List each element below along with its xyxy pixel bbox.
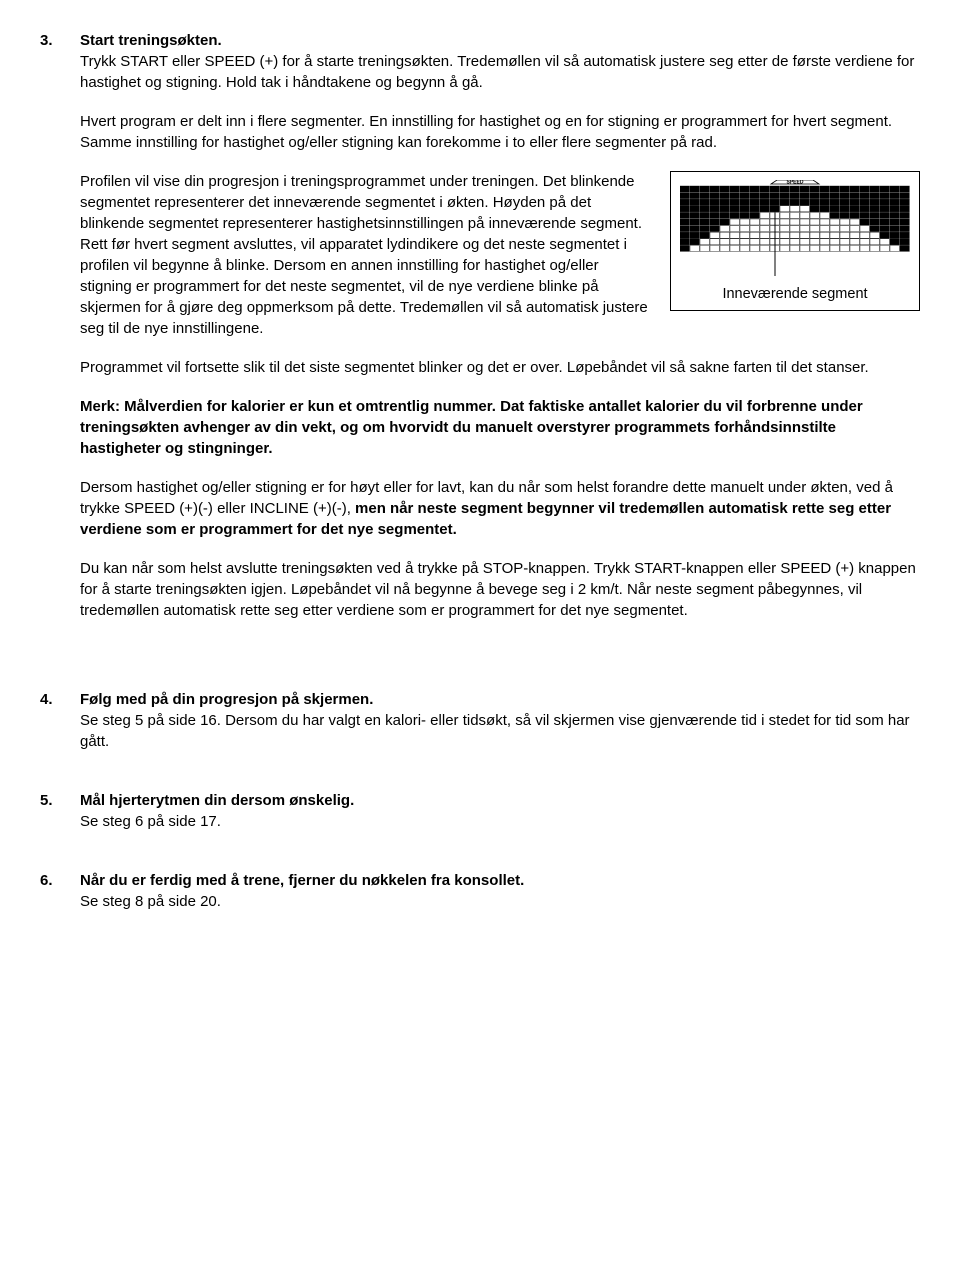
section-heading: Mål hjerterytmen din dersom ønskelig. [80,790,920,811]
paragraph: Dersom hastighet og/eller stigning er fo… [80,477,920,540]
section-content: Når du er ferdig med å trene, fjerner du… [80,870,920,930]
section-heading: Følg med på din progresjon på skjermen. [80,689,920,710]
section-number: 6. [40,870,80,891]
section-4: 4.Følg med på din progresjon på skjermen… [40,689,920,770]
section-5: 5.Mål hjerterytmen din dersom ønskelig.S… [40,790,920,850]
section-heading: Når du er ferdig med å trene, fjerner du… [80,870,920,891]
paragraph: Du kan når som helst avslutte treningsøk… [80,558,920,621]
section-3: 3.Start treningsøkten.Trykk START eller … [40,30,920,639]
section-6: 6.Når du er ferdig med å trene, fjerner … [40,870,920,930]
section-number: 5. [40,790,80,811]
paragraph: Se steg 5 på side 16. Dersom du har valg… [80,710,920,752]
section-content: Start treningsøkten.Trykk START eller SP… [80,30,920,639]
section-number: 4. [40,689,80,710]
section-heading: Start treningsøkten. [80,30,920,51]
paragraph: Se steg 6 på side 17. [80,811,920,832]
paragraph: Se steg 8 på side 20. [80,891,920,912]
svg-text:SPEED: SPEED [787,180,804,186]
paragraph: Merk: Målverdien for kalorier er kun et … [80,396,920,459]
section-content: Følg med på din progresjon på skjermen.S… [80,689,920,770]
paragraph: Hvert program er delt inn i flere segmen… [80,111,920,153]
paragraph: Trykk START eller SPEED (+) for å starte… [80,51,920,93]
section-number: 3. [40,30,80,51]
segment-profile-figure: SPEED Inneværende segment [670,171,920,311]
section-content: Mål hjerterytmen din dersom ønskelig.Se … [80,790,920,850]
figure-caption: Inneværende segment [679,284,911,304]
paragraph: Programmet vil fortsette slik til det si… [80,357,920,378]
